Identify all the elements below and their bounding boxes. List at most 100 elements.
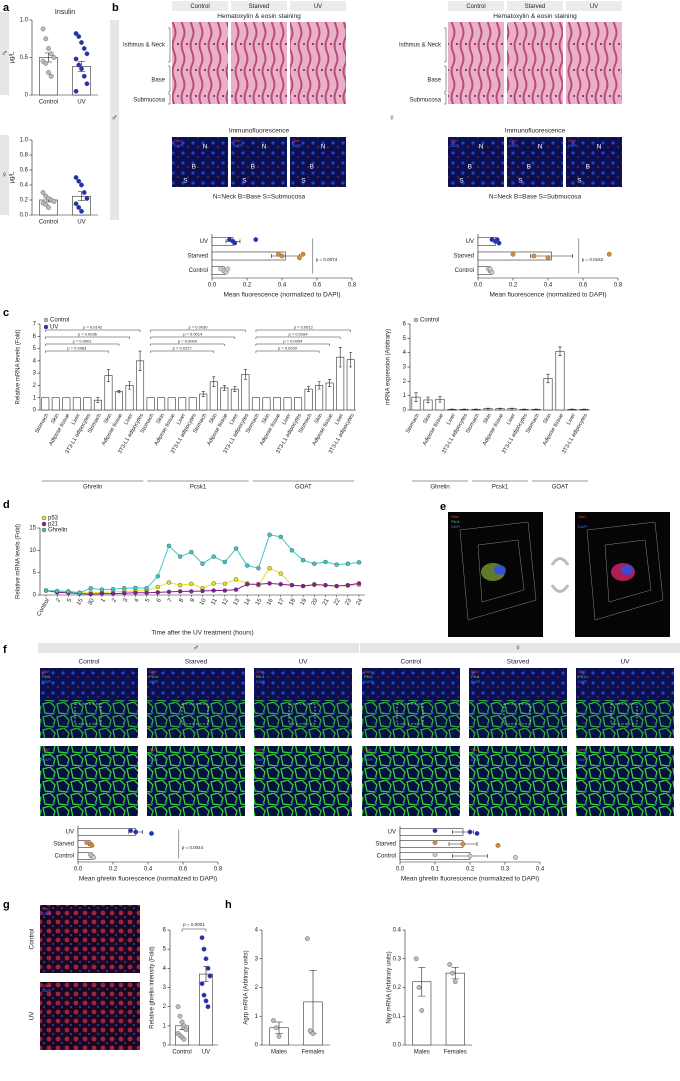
sex-symbol: ♀ bbox=[389, 112, 396, 122]
channel-label: Ghrl bbox=[471, 669, 479, 674]
data-point bbox=[81, 46, 87, 51]
channel-label: DAPI bbox=[509, 143, 518, 148]
bar bbox=[262, 397, 271, 411]
data-point bbox=[84, 51, 90, 57]
x-tick-label: Skin bbox=[422, 413, 433, 425]
x-tick-label: 2 bbox=[111, 597, 118, 603]
x-tick-label: Skin bbox=[156, 413, 167, 425]
zoom-image bbox=[40, 746, 138, 816]
error-bar bbox=[534, 408, 538, 410]
x-tick-label: 11 bbox=[210, 597, 219, 606]
data-point bbox=[73, 88, 79, 94]
panel-letter: c bbox=[3, 307, 9, 319]
channel-label: Ghrl bbox=[450, 138, 458, 143]
x-tick-label: Females bbox=[444, 1050, 467, 1056]
bar bbox=[62, 397, 71, 411]
x-tick-label: Control bbox=[39, 100, 58, 106]
error-bar bbox=[128, 381, 132, 390]
significance-bracket bbox=[255, 350, 320, 353]
channel-label: DAPI bbox=[578, 524, 587, 529]
group-label: GOAT bbox=[295, 485, 312, 491]
data-point bbox=[467, 853, 473, 859]
bar bbox=[304, 388, 313, 411]
region-legend: N=Neck B=Base S=Submucosa bbox=[489, 194, 582, 201]
region-letter: B bbox=[586, 164, 590, 171]
data-point bbox=[144, 586, 149, 591]
data-point bbox=[222, 581, 228, 587]
channel-label: DAPI bbox=[42, 988, 51, 993]
data-point bbox=[189, 581, 194, 587]
channel-label: DAPI bbox=[42, 679, 51, 684]
x-tick-label: Stomach bbox=[34, 413, 50, 435]
chart-title: Insulin bbox=[55, 9, 75, 16]
channel-label: DAPI bbox=[256, 757, 265, 762]
x-tick-label: 15 bbox=[255, 597, 264, 606]
bar bbox=[325, 382, 334, 411]
legend-label: Control bbox=[420, 318, 439, 324]
x-tick-label: Liver bbox=[334, 413, 345, 426]
x-tick-label: 9 bbox=[190, 597, 197, 603]
data-point bbox=[432, 828, 438, 833]
region-label: Isthmus & Neck bbox=[399, 43, 442, 49]
data-point bbox=[76, 34, 82, 39]
data-point bbox=[91, 855, 97, 860]
nucleus bbox=[621, 565, 633, 575]
condition-label: Control bbox=[79, 659, 101, 666]
if-title: Immunofluorescence bbox=[229, 128, 290, 135]
error-bar bbox=[222, 385, 226, 391]
data-point bbox=[205, 965, 211, 971]
x-tick-label: 0.4 bbox=[278, 283, 287, 289]
data-point bbox=[88, 591, 93, 597]
plin-overlay bbox=[40, 700, 138, 738]
data-point bbox=[166, 589, 172, 595]
channel-label: Ghrl bbox=[256, 669, 264, 674]
y-tick-label: 2 bbox=[33, 383, 37, 389]
data-point bbox=[200, 561, 205, 566]
if-image bbox=[507, 137, 563, 187]
he-image bbox=[290, 22, 346, 104]
channel-label: Ghrl bbox=[364, 669, 372, 674]
x-tick-label: 0.4 bbox=[544, 283, 553, 289]
data-point bbox=[300, 583, 306, 589]
channel-label: DAPI bbox=[578, 757, 587, 762]
significance-bracket bbox=[45, 336, 130, 339]
data-point bbox=[278, 571, 283, 576]
y-tick-label: 6 bbox=[33, 334, 37, 340]
data-point bbox=[133, 585, 138, 591]
channel-label: Plin1 bbox=[451, 519, 461, 524]
condition-header bbox=[448, 1, 504, 11]
x-tick-label: UV bbox=[77, 220, 85, 226]
zoom-box bbox=[610, 703, 638, 725]
channel-label: Plin1 bbox=[471, 674, 481, 679]
region-brace bbox=[444, 27, 447, 63]
x-tick-label: 19 bbox=[300, 597, 309, 606]
data-point bbox=[467, 829, 473, 835]
data-point bbox=[177, 589, 183, 594]
x-tick-label: Liver bbox=[176, 413, 187, 426]
channel-label: Ghrl bbox=[233, 138, 241, 143]
channel-label: Plin1 bbox=[256, 752, 266, 757]
data-point bbox=[149, 831, 154, 836]
condition-label: UV bbox=[298, 659, 308, 666]
condition-label: UV bbox=[314, 4, 322, 10]
data-point bbox=[40, 190, 46, 195]
x-tick-label: 0.2 bbox=[243, 283, 252, 289]
data-point bbox=[77, 590, 82, 595]
x-tick-label: Skin bbox=[314, 413, 325, 425]
data-point bbox=[276, 1033, 282, 1039]
y-tick-label: 0.4 bbox=[20, 183, 29, 189]
channel-label: DAPI bbox=[256, 679, 265, 684]
data-point bbox=[189, 549, 194, 555]
region-letter: N bbox=[538, 144, 543, 151]
bar bbox=[51, 397, 60, 411]
channel-label: DAPI bbox=[364, 757, 373, 762]
data-point bbox=[416, 985, 422, 990]
x-tick-label: 0.6 bbox=[313, 283, 322, 289]
condition-header bbox=[566, 1, 622, 11]
data-point bbox=[232, 240, 238, 246]
error-bar bbox=[138, 350, 142, 371]
x-tick-label: Control bbox=[39, 220, 58, 226]
region-letter: B bbox=[468, 164, 472, 171]
if-image bbox=[566, 137, 622, 187]
x-tick-label: Skin bbox=[261, 413, 272, 425]
